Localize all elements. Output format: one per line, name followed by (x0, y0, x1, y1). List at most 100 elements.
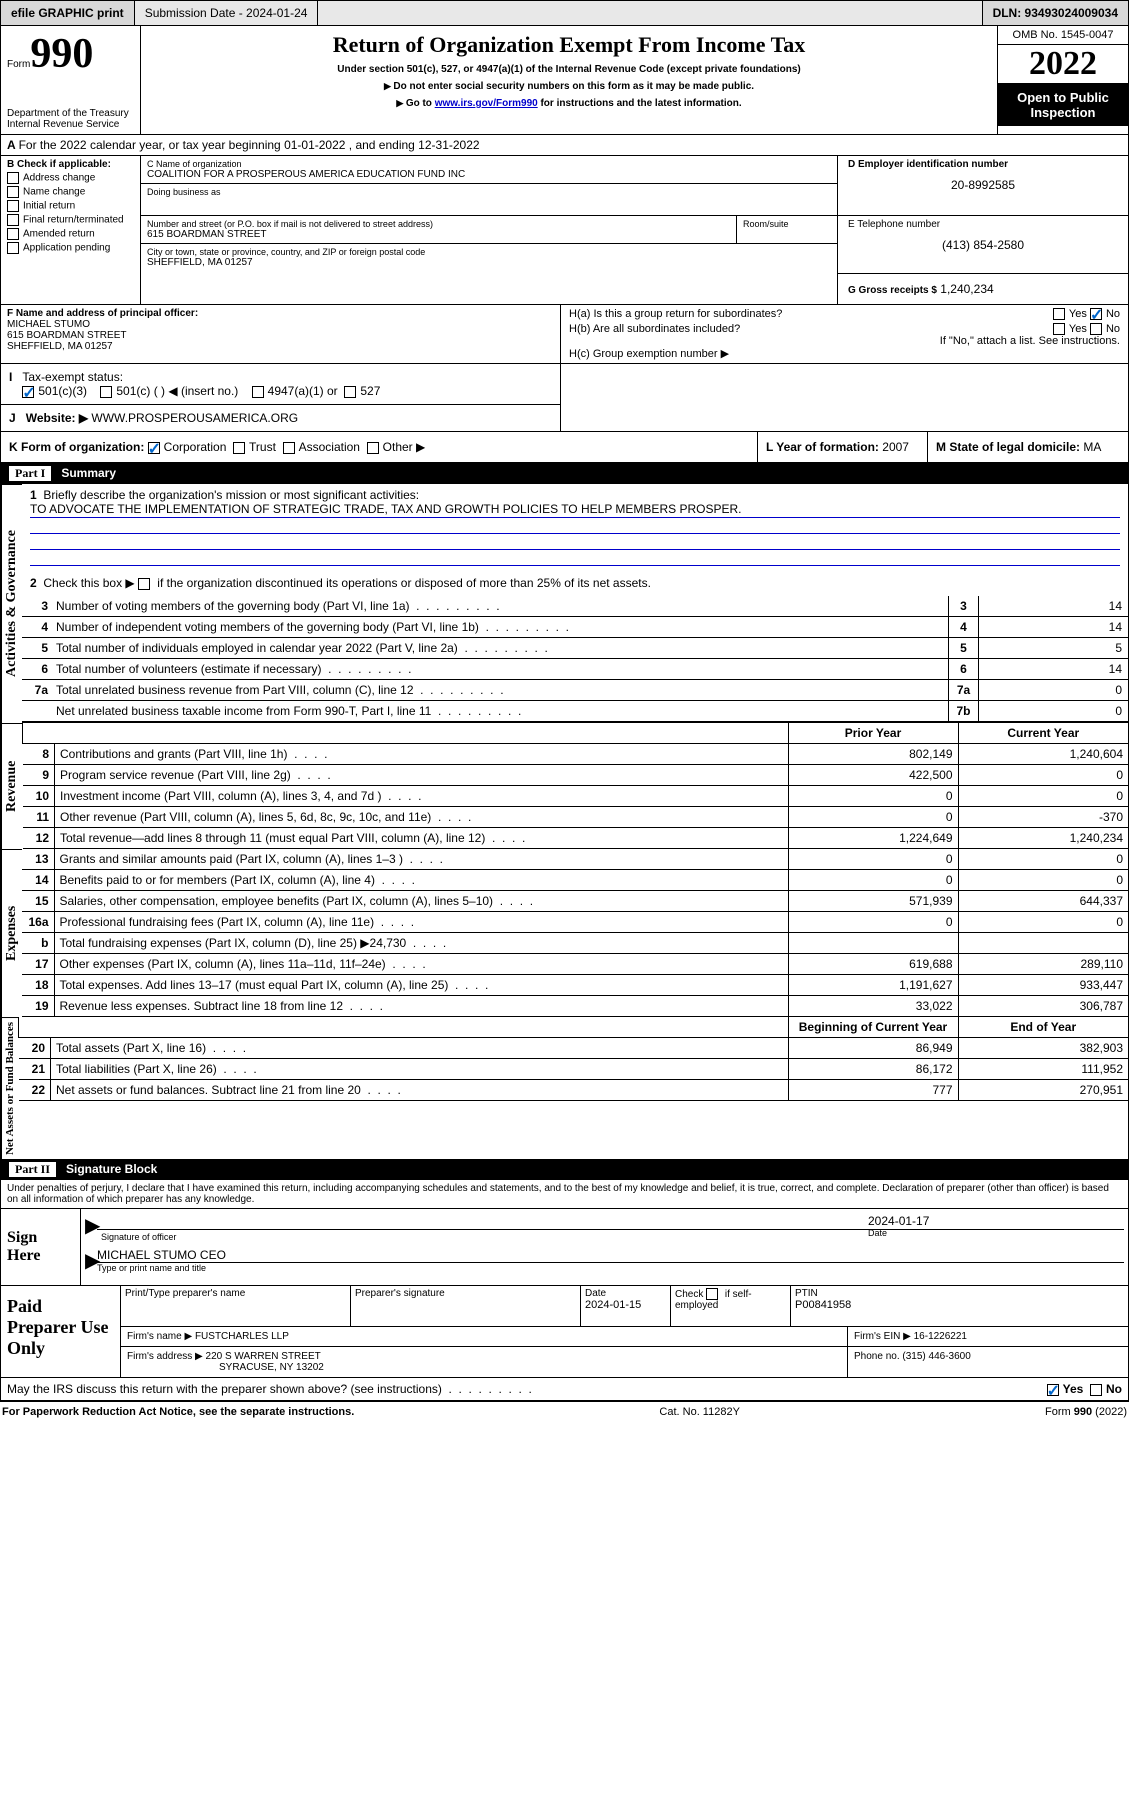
sig-officer-lbl: Signature of officer (97, 1230, 864, 1244)
exp-section-row: Expenses 13Grants and similar amounts pa… (1, 849, 1128, 1017)
sign-here-row: Sign Here ▶ Signature of officer 2024-01… (1, 1209, 1128, 1286)
mission-blank3 (30, 534, 1120, 550)
k-other: Other ▶ (383, 440, 426, 454)
no-lbl2: No (1106, 323, 1120, 335)
corp-checkbox[interactable] (148, 442, 160, 454)
fh-row: F Name and address of principal officer:… (1, 305, 1128, 364)
boxb-checkbox[interactable] (7, 186, 19, 198)
527-checkbox[interactable] (344, 386, 356, 398)
side-na: Net Assets or Fund Balances (1, 1017, 18, 1159)
firm-addr2: SYRACUSE, NY 13202 (127, 1362, 841, 1373)
box-f: F Name and address of principal officer:… (1, 305, 561, 363)
trust-checkbox[interactable] (233, 442, 245, 454)
subtitle-3: Go to www.irs.gov/Form990 for instructio… (151, 98, 987, 109)
boxb-checkbox[interactable] (7, 214, 19, 226)
na-section-row: Net Assets or Fund Balances Beginning of… (1, 1017, 1128, 1159)
boxb-checkbox[interactable] (7, 200, 19, 212)
header-title-box: Return of Organization Exempt From Incom… (141, 26, 998, 134)
city-lbl: City or town, state or province, country… (147, 247, 831, 257)
form-word: Form (7, 59, 30, 70)
discuss-yes-checkbox[interactable] (1047, 1384, 1059, 1396)
4947-checkbox[interactable] (252, 386, 264, 398)
other-checkbox[interactable] (367, 442, 379, 454)
hb-note: If "No," attach a list. See instructions… (569, 335, 1120, 347)
ha-no-checkbox[interactable] (1090, 308, 1102, 320)
discuss-no-checkbox[interactable] (1090, 1384, 1102, 1396)
yes-lbl: Yes (1069, 308, 1087, 320)
org-name: COALITION FOR A PROSPEROUS AMERICA EDUCA… (147, 169, 831, 180)
box-h-cont (561, 364, 1128, 431)
yes-lbl2: Yes (1069, 323, 1087, 335)
box-ij: I Tax-exempt status: 501(c)(3) 501(c) ( … (1, 364, 561, 431)
no-lbl: No (1106, 308, 1120, 320)
footer-right: Form 990 (2022) (1045, 1406, 1127, 1418)
boxb-checkbox[interactable] (7, 228, 19, 240)
firm-ein: 16-1226221 (914, 1331, 967, 1342)
officer-addr2: SHEFFIELD, MA 01257 (7, 341, 554, 352)
part-i-title: Summary (61, 466, 116, 481)
form-title: Return of Organization Exempt From Incom… (151, 32, 987, 58)
side-exp: Expenses (1, 849, 22, 1017)
box-h: H(a) Is this a group return for subordin… (561, 305, 1128, 363)
o-501c: 501(c) ( ) ◀ (insert no.) (116, 384, 238, 398)
irs-link[interactable]: www.irs.gov/Form990 (435, 98, 538, 109)
exp-table: 13Grants and similar amounts paid (Part … (22, 849, 1128, 1017)
efile-print-button[interactable]: efile GRAPHIC print (1, 1, 135, 25)
discuss-row: May the IRS discuss this return with the… (1, 1378, 1128, 1401)
part-i-header: Part I Summary (1, 463, 1128, 484)
k-assoc: Association (299, 440, 360, 454)
prep-sig-lbl: Preparer's signature (351, 1286, 581, 1326)
q2-checkbox[interactable] (138, 578, 150, 590)
tax-exempt-lbl: Tax-exempt status: (22, 370, 123, 384)
subtitle-1: Under section 501(c), 527, or 4947(a)(1)… (151, 64, 987, 75)
sig-caret-icon: ▶ (85, 1213, 97, 1244)
501c-checkbox[interactable] (100, 386, 112, 398)
website-val: WWW.PROSPEROUSAMERICA.ORG (91, 411, 298, 425)
hb-yes-checkbox[interactable] (1053, 323, 1065, 335)
header-row: Form990 Department of the Treasury Inter… (1, 26, 1128, 135)
assoc-checkbox[interactable] (283, 442, 295, 454)
print-name-lbl: Type or print name and title (97, 1262, 1124, 1273)
footer-center: Cat. No. 11282Y (659, 1406, 740, 1418)
officer-printed-name: MICHAEL STUMO CEO (97, 1248, 1124, 1262)
rev-section: Prior YearCurrent Year 8Contributions an… (22, 723, 1128, 849)
boxb-checkbox[interactable] (7, 242, 19, 254)
officer-name: MICHAEL STUMO (7, 319, 554, 330)
addr-lbl: Number and street (or P.O. box if mail i… (147, 219, 730, 229)
box-k: K Form of organization: Corporation Trus… (1, 432, 758, 462)
sub3-a: Go to (406, 98, 435, 109)
phone-val: (413) 854-2580 (848, 238, 1118, 252)
hb-no-checkbox[interactable] (1090, 323, 1102, 335)
box-f-lbl: F Name and address of principal officer: (7, 308, 554, 319)
sub3-b: for instructions and the latest informat… (538, 98, 742, 109)
mission-text: TO ADVOCATE THE IMPLEMENTATION OF STRATE… (30, 502, 1120, 518)
q2-text: Check this box ▶ if the organization dis… (43, 576, 651, 590)
website-lbl: Website: ▶ (26, 411, 88, 425)
part-ii-header: Part II Signature Block (1, 1159, 1128, 1180)
subtitle-2: Do not enter social security numbers on … (151, 81, 987, 92)
l-val: 2007 (882, 440, 909, 454)
mission-blank2 (30, 518, 1120, 534)
m-val: MA (1083, 440, 1101, 454)
col-bcy: Beginning of Current Year (788, 1017, 958, 1038)
open-to-public: Open to Public Inspection (998, 83, 1128, 126)
ptin-lbl: PTIN (795, 1288, 818, 1299)
header-right-box: OMB No. 1545-0047 2022 Open to Public In… (998, 26, 1128, 134)
ag-section: 1 Briefly describe the organization's mi… (22, 484, 1128, 723)
self-emp-checkbox[interactable] (706, 1288, 718, 1300)
rev-section-row: Revenue Prior YearCurrent Year 8Contribu… (1, 723, 1128, 849)
firm-ein-lbl: Firm's EIN ▶ (854, 1331, 911, 1342)
room-lbl: Room/suite (743, 219, 831, 229)
boxb-checkbox[interactable] (7, 172, 19, 184)
firm-phone: (315) 446-3600 (902, 1351, 970, 1362)
ha-yes-checkbox[interactable] (1053, 308, 1065, 320)
col-cy: Current Year (958, 723, 1128, 744)
box-b-label: B Check if applicable: (7, 159, 134, 170)
topbar-fill (318, 1, 981, 25)
m-lbl: M State of legal domicile: (936, 440, 1080, 454)
line-a: A For the 2022 calendar year, or tax yea… (1, 135, 1128, 156)
side-rev: Revenue (1, 723, 22, 849)
gross-lbl: G Gross receipts $ (848, 285, 937, 296)
501c3-checkbox[interactable] (22, 386, 34, 398)
dba-lbl: Doing business as (147, 187, 831, 197)
